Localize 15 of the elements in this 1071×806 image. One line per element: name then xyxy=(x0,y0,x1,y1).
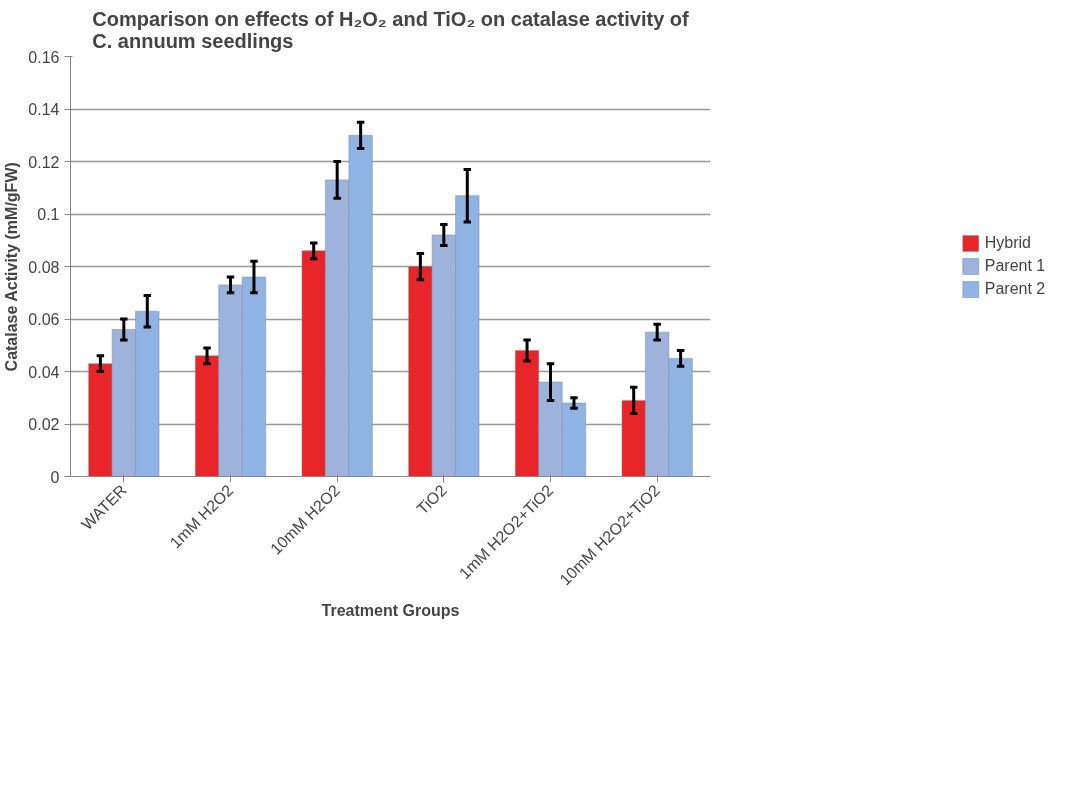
y-tick-label: 0.08 xyxy=(28,258,60,276)
legend-label: Parent 1 xyxy=(984,257,1046,275)
y-tick-label: 0.12 xyxy=(28,153,60,171)
y-tick-label: 0 xyxy=(50,468,60,486)
chart-title: Comparison on effects of H₂O₂ and TiO₂ on catalase activity of C. annuum seedlings xyxy=(92,7,690,52)
y-tick-label: 0.04 xyxy=(28,363,60,381)
legend-label: Hybrid xyxy=(984,234,1031,252)
y-tick-label: 0.02 xyxy=(28,416,60,433)
legend-label: Parent 2 xyxy=(984,280,1046,298)
y-tick-label: 0.1 xyxy=(37,206,60,223)
y-axis-title: Catalase Activity (mM/gFW) xyxy=(3,162,21,372)
y-tick-label: 0.16 xyxy=(28,48,60,66)
y-tick-label: 0.06 xyxy=(28,311,60,328)
y-tick-label: 0.14 xyxy=(28,101,60,118)
x-axis-title: Treatment Groups xyxy=(321,602,460,620)
